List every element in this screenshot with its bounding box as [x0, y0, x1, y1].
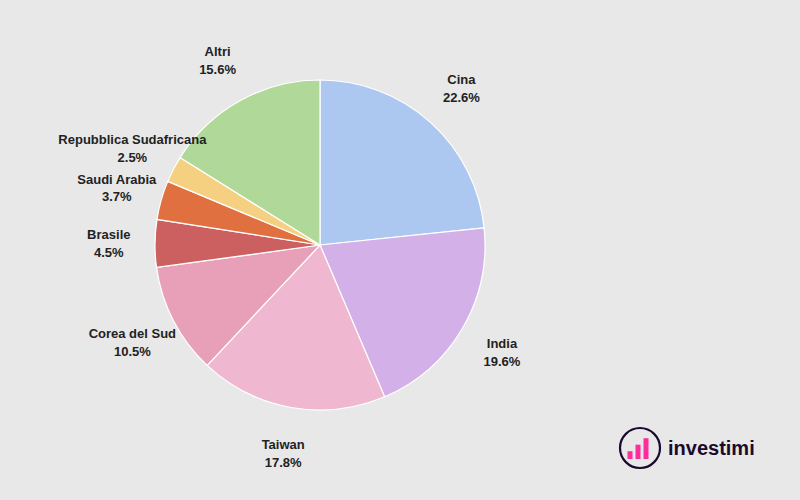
- logo-bar: [644, 438, 649, 459]
- logo: investimi: [620, 428, 755, 468]
- slice-label: Brasile 4.5%: [87, 227, 130, 260]
- slice-label: Cina 22.6%: [443, 72, 480, 105]
- value-label: 15.6%: [199, 62, 236, 77]
- logo-bar: [636, 445, 641, 459]
- slice-label: India 19.6%: [484, 336, 521, 369]
- value-label: 22.6%: [443, 90, 480, 105]
- slice-label: Corea del Sud 10.5%: [89, 326, 176, 359]
- value-label: 10.5%: [114, 344, 151, 359]
- slice: [320, 80, 484, 245]
- slices: [155, 80, 485, 410]
- background: [0, 0, 800, 500]
- slice-label: Altri 15.6%: [199, 44, 236, 77]
- category-label: Altri: [205, 44, 231, 59]
- slice-label: Repubblica Sudafricana 2.5%: [58, 132, 207, 165]
- logo-text: investimi: [668, 437, 755, 459]
- value-label: 2.5%: [118, 150, 148, 165]
- value-label: 4.5%: [94, 245, 124, 260]
- value-label: 19.6%: [484, 354, 521, 369]
- category-label: Brasile: [87, 227, 130, 242]
- slice-label: Taiwan 17.8%: [262, 437, 305, 470]
- category-label: India: [487, 336, 518, 351]
- chart-container: Cina 22.6% India 19.6% Taiwan 17.8% Corea del …: [0, 0, 800, 500]
- value-label: 17.8%: [265, 455, 302, 470]
- category-label: Corea del Sud: [89, 326, 176, 341]
- data-labels: Cina 22.6% India 19.6% Taiwan 17.8% Corea del …: [58, 44, 521, 469]
- category-label: Repubblica Sudafricana: [58, 132, 207, 147]
- category-label: Cina: [447, 72, 476, 87]
- logo-bar: [628, 451, 633, 459]
- logo-circle: [620, 428, 660, 468]
- category-label: Taiwan: [262, 437, 305, 452]
- slice: [180, 80, 320, 245]
- category-label: Saudi Arabia: [77, 172, 157, 187]
- pie-chart: Cina 22.6% India 19.6% Taiwan 17.8% Corea del …: [0, 0, 800, 500]
- slice-label: Saudi Arabia 3.7%: [77, 172, 157, 205]
- value-label: 3.7%: [102, 189, 132, 204]
